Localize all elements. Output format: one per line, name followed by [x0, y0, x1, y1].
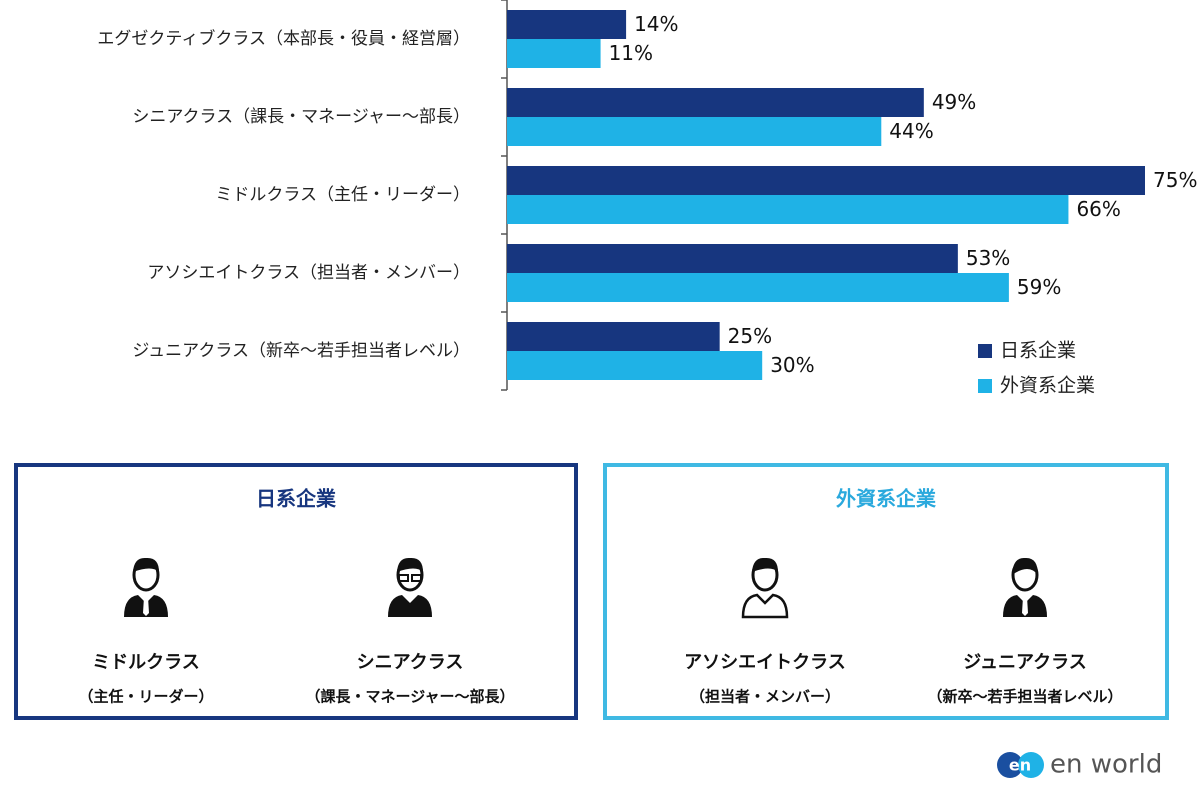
- value-label: 49%: [932, 90, 976, 114]
- panel-item-name: シニアクラス: [357, 652, 464, 673]
- legend-swatch: [978, 379, 992, 393]
- panel-box: [14, 463, 578, 720]
- category-label: アソシエイトクラス（担当者・メンバー）: [147, 263, 470, 283]
- panel-item-sub: （新卒～若手担当者レベル）: [927, 688, 1122, 706]
- panel-item-sub: （主任・リーダー）: [78, 688, 213, 706]
- person-icons: [124, 557, 1047, 619]
- bar: [507, 88, 924, 117]
- panel-item-name: ジュニアクラス: [963, 652, 1086, 673]
- category-label: ジュニアクラス（新卒～若手担当者レベル）: [132, 341, 470, 361]
- value-label: 25%: [728, 324, 772, 348]
- category-label: エグゼクティブクラス（本部長・役員・経営層）: [97, 28, 470, 49]
- y-axis: [501, 0, 508, 391]
- bar: [507, 273, 1009, 302]
- bar: [507, 195, 1069, 224]
- category-label: シニアクラス（課長・マネージャー～部長）: [132, 107, 470, 127]
- bar: [507, 322, 720, 351]
- legend-label: 日系企業: [1000, 340, 1076, 362]
- value-label: 75%: [1153, 168, 1197, 192]
- panel-item-sub: （課長・マネージャー～部長）: [306, 688, 515, 706]
- panel-title: 日系企業: [256, 487, 337, 511]
- value-label: 11%: [609, 41, 653, 65]
- value-label: 30%: [770, 353, 814, 377]
- bar: [507, 39, 601, 68]
- panel-item-name: アソシエイトクラス: [684, 652, 846, 673]
- value-label: 44%: [889, 119, 933, 143]
- category-label: ミドルクラス（主任・リーダー）: [215, 185, 470, 205]
- panel-item-sub: （担当者・メンバー）: [690, 688, 840, 706]
- legend-label: 外資系企業: [1000, 375, 1095, 397]
- panel-title: 外資系企業: [836, 487, 937, 511]
- bar: [507, 244, 958, 273]
- value-label: 14%: [634, 12, 678, 36]
- logo: en en world: [997, 750, 1162, 780]
- bar: [507, 351, 763, 380]
- value-label: 53%: [966, 246, 1010, 270]
- bar: [507, 117, 882, 146]
- panel-box: [603, 463, 1169, 720]
- value-label: 66%: [1076, 197, 1120, 221]
- value-label: 59%: [1017, 275, 1061, 299]
- bar: [507, 166, 1145, 195]
- legend-swatch: [978, 344, 992, 358]
- bar: [507, 10, 627, 39]
- logo-text: en world: [1050, 750, 1162, 780]
- panel-item-name: ミドルクラス: [92, 652, 200, 673]
- logo-mark: en: [1009, 756, 1031, 775]
